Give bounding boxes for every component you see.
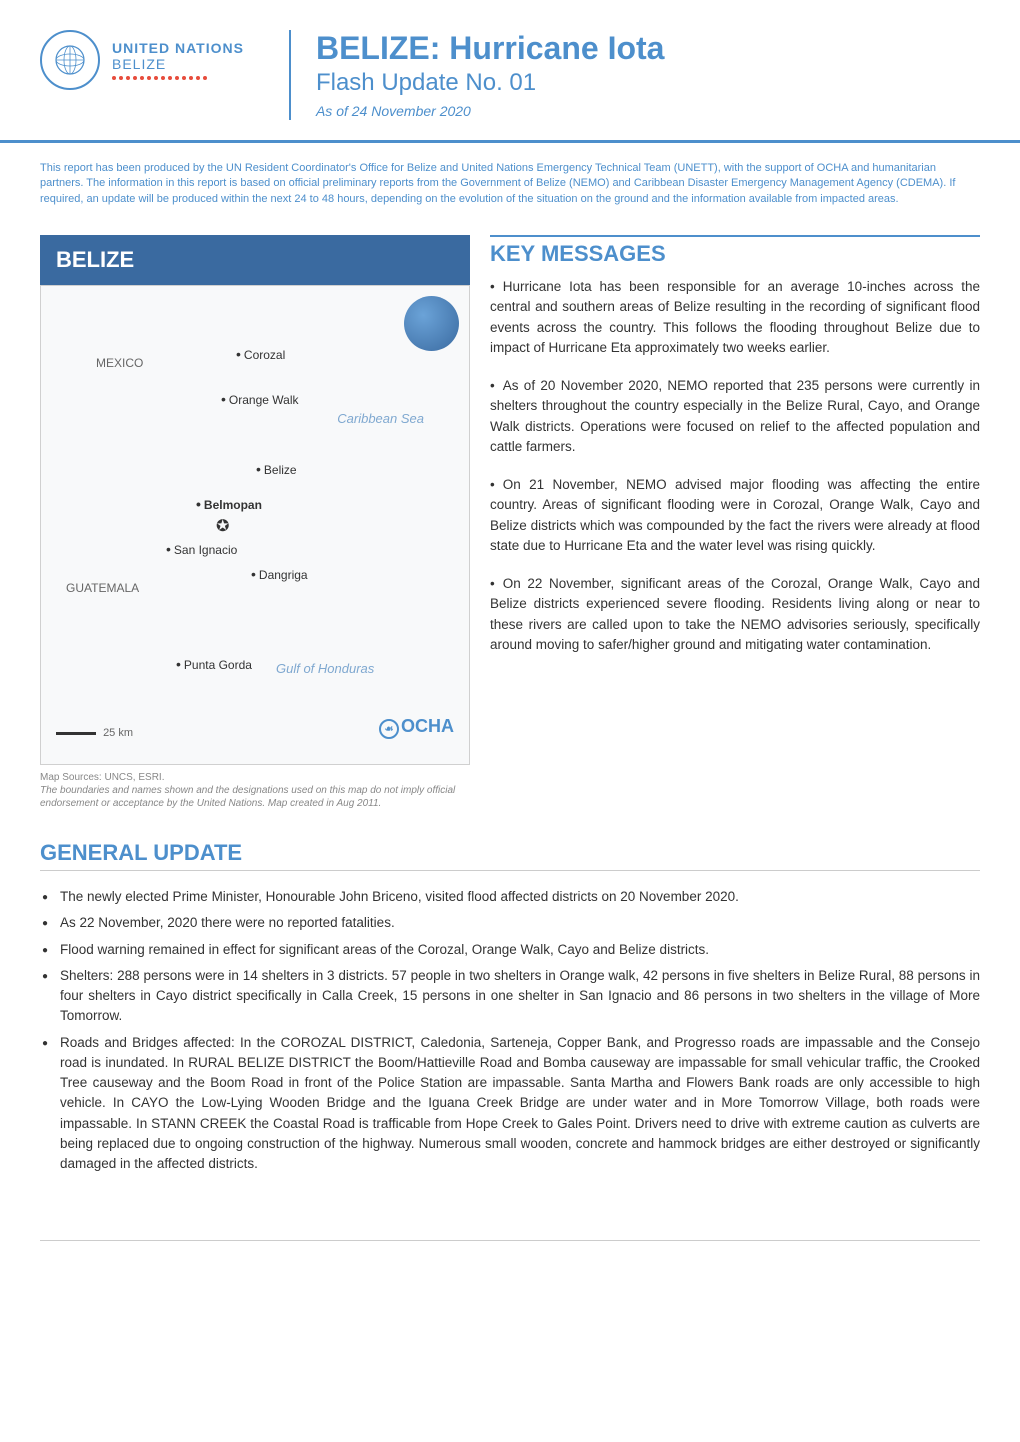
un-emblem-icon — [40, 30, 100, 90]
intro-paragraph: This report has been produced by the UN … — [0, 143, 1020, 225]
general-update-item: Shelters: 288 persons were in 14 shelter… — [60, 966, 980, 1027]
ocha-text: OCHA — [401, 716, 454, 736]
scale-label: 25 km — [103, 727, 133, 739]
document-subtitle: Flash Update No. 01 — [316, 69, 980, 97]
map-caption-line2: The boundaries and names shown and the d… — [40, 784, 470, 810]
city-san-ignacio: San Ignacio — [166, 541, 237, 557]
logo-wrap: UNITED NATIONS BELIZE — [40, 30, 244, 90]
globe-emblem-svg — [52, 42, 88, 78]
city-punta-gorda: Punta Gorda — [176, 656, 252, 672]
key-message-item: As of 20 November 2020, NEMO reported th… — [490, 376, 980, 457]
map-panel: BELIZE MEXICO GUATEMALA Corozal Orange W… — [40, 235, 470, 810]
ocha-icon: ☙ — [379, 719, 399, 739]
gulf-text: Gulf of Honduras — [276, 661, 374, 676]
map-caption-line1: Map Sources: UNCS, ESRI. — [40, 771, 470, 784]
logo-dots — [112, 76, 244, 80]
key-message-item: Hurricane Iota has been responsible for … — [490, 277, 980, 358]
logo-text: UNITED NATIONS BELIZE — [112, 40, 244, 80]
general-update-item: Roads and Bridges affected: In the COROZ… — [60, 1033, 980, 1175]
label-mexico: MEXICO — [96, 356, 143, 370]
label-gulf: Gulf of Honduras — [276, 661, 374, 676]
general-update-section: GENERAL UPDATE The newly elected Prime M… — [0, 820, 1020, 1220]
header-divider — [289, 30, 291, 120]
general-update-item: Flood warning remained in effect for sig… — [60, 940, 980, 960]
page-root: UNITED NATIONS BELIZE BELIZE: Hurricane … — [0, 0, 1020, 1241]
map-scale: 25 km — [56, 727, 133, 739]
key-messages-heading: KEY MESSAGES — [490, 235, 980, 267]
city-belize: Belize — [256, 461, 297, 477]
key-messages-list: Hurricane Iota has been responsible for … — [490, 277, 980, 655]
document-date: As of 24 November 2020 — [316, 103, 980, 119]
city-corozal: Corozal — [236, 346, 285, 362]
city-dangriga: Dangriga — [251, 566, 308, 582]
map-body: MEXICO GUATEMALA Corozal Orange Walk Bel… — [40, 285, 470, 765]
logo-section: UNITED NATIONS BELIZE — [40, 30, 244, 90]
map-caption: Map Sources: UNCS, ESRI. The boundaries … — [40, 771, 470, 810]
general-update-item: As 22 November, 2020 there were no repor… — [60, 913, 980, 933]
city-orange-walk: Orange Walk — [221, 391, 299, 407]
map-region: MEXICO GUATEMALA Corozal Orange Walk Bel… — [56, 301, 454, 749]
footer-divider — [40, 1240, 980, 1241]
key-message-item: On 21 November, NEMO advised major flood… — [490, 475, 980, 556]
map-title: BELIZE — [40, 235, 470, 285]
document-header: UNITED NATIONS BELIZE BELIZE: Hurricane … — [0, 0, 1020, 143]
capital-marker-icon: ✪ — [216, 516, 229, 536]
org-line-1: UNITED NATIONS — [112, 40, 244, 56]
key-messages-section: KEY MESSAGES Hurricane Iota has been res… — [490, 235, 980, 810]
title-section: BELIZE: Hurricane Iota Flash Update No. … — [316, 30, 980, 119]
ocha-logo: ☙OCHA — [379, 716, 454, 740]
label-caribbean: Caribbean Sea — [337, 411, 424, 426]
document-title: BELIZE: Hurricane Iota — [316, 30, 980, 67]
general-update-item: The newly elected Prime Minister, Honour… — [60, 887, 980, 907]
caribbean-text: Caribbean Sea — [337, 411, 424, 426]
org-line-2: BELIZE — [112, 56, 244, 72]
main-content: BELIZE MEXICO GUATEMALA Corozal Orange W… — [0, 225, 1020, 820]
scale-bar-icon — [56, 732, 96, 735]
general-update-list: The newly elected Prime Minister, Honour… — [40, 887, 980, 1174]
city-belmopan: Belmopan — [196, 496, 262, 512]
key-message-item: On 22 November, significant areas of the… — [490, 574, 980, 655]
general-update-heading: GENERAL UPDATE — [40, 840, 980, 871]
label-guatemala: GUATEMALA — [66, 581, 139, 595]
